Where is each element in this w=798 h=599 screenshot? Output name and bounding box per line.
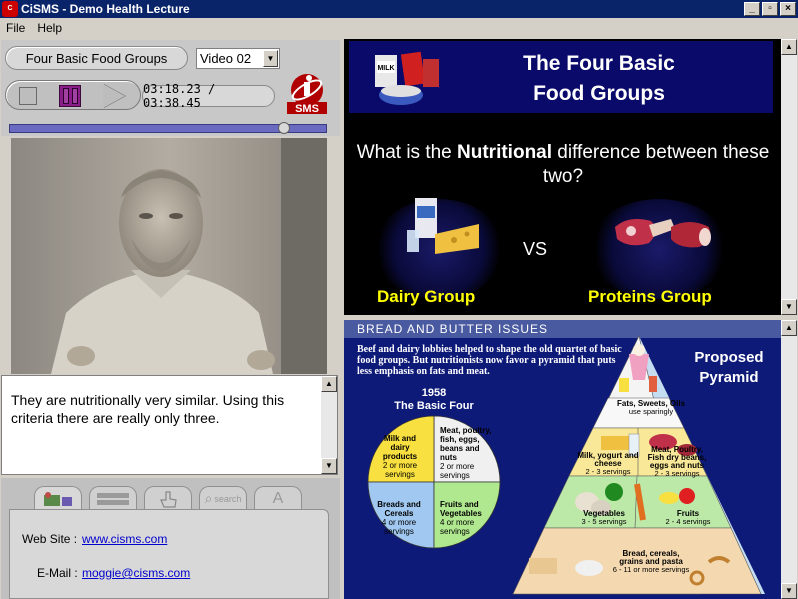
pie-slice-breads [367,481,435,549]
article-scrollbar[interactable]: ▲ ▼ [781,320,797,599]
basic-four-title: 1958 The Basic Four [394,387,474,412]
notes-list-icon [97,492,129,505]
grocery-bag-icon: MILK [375,51,439,105]
lecturer-video-frame [11,138,327,374]
transport-controls [5,80,141,110]
chevron-down-icon[interactable]: ▼ [263,50,278,67]
pyramid-label-vegetables: Vegetables 3 - 5 servings [581,509,627,526]
left-pane: Four Basic Food Groups Video 02 ▼ 03:18.… [0,38,342,599]
website-label: Web Site : [22,532,78,546]
scroll-up-button[interactable]: ▲ [321,376,337,392]
menu-bar: File Help [0,19,798,37]
menu-file[interactable]: File [6,21,26,35]
email-label: E-Mail : [37,566,78,580]
logo-text: SMS [295,103,319,115]
pause-button[interactable] [56,84,84,108]
pie-label-fruits: Fruits and Vegetables 4 or more servings [440,500,482,536]
vs-label: VS [523,239,548,259]
protein-glow [589,199,729,299]
dairy-food-icon [407,198,479,254]
pie-label-meat: Meat, poultry, fish, eggs, beans and nut… [440,426,492,480]
lecture-title: Four Basic Food Groups [5,46,188,70]
contact-card-icon [44,491,72,506]
article-intro: Beef and dairy lobbies helped to shape t… [357,344,622,377]
lecture-slide: MILK The Four Basic Food Groups What is … [344,39,782,315]
scroll-down-button[interactable]: ▼ [321,458,337,474]
pie-label-milk: Milk and dairy products 2 or more serving… [382,434,418,479]
caption-text: They are nutritionally very similar. Usi… [11,392,285,426]
pie-slice-milk [367,415,435,483]
caption-scrollbar[interactable]: ▲ ▼ [321,376,337,474]
slide-title: The Four Basic Food Groups [523,52,675,105]
right-pane: MILK The Four Basic Food Groups What is … [343,38,798,599]
tab-notes[interactable] [89,486,137,510]
slide-question: What is the Nutritional difference betwe… [356,142,770,187]
dairy-group-label: Dairy Group [377,287,476,306]
food-pyramid [512,335,765,595]
article-heading: BREAD AND BUTTER ISSUES [344,320,782,338]
time-display: 03:18.23 / 03:38.45 [142,82,275,110]
seek-slider-thumb[interactable] [278,122,290,134]
stop-icon [19,87,37,105]
pointer-hand-icon [160,490,177,508]
window-title: CiSMS - Demo Health Lecture [21,2,190,16]
title-bar: C CiSMS - Demo Health Lecture _ ▫ × [0,0,798,18]
info-tabs: ⌕ search A Web Site : www.cisms.com E-Mai… [1,478,340,599]
stop-button[interactable] [14,84,42,108]
minimize-button[interactable]: _ [744,2,760,16]
svg-text:MILK: MILK [377,65,394,72]
pyramid-label-grains: Bread, cereals, grains and pasta 6 - 11 o… [612,549,690,574]
protein-food-icon [615,219,711,248]
seek-slider[interactable] [9,122,327,134]
website-link[interactable]: www.cisms.com [82,532,168,546]
slide-scrollbar[interactable]: ▲ ▼ [781,39,797,315]
maximize-button[interactable]: ▫ [762,2,778,16]
close-button[interactable]: × [780,2,796,16]
slide-scroll-down-button[interactable]: ▼ [781,299,797,315]
pie-label-breads: Breads and Cereals 4 or more servings [377,500,421,536]
video-select[interactable]: Video 02 ▼ [196,48,280,69]
contact-panel: Web Site : www.cisms.com E-Mail : moggie… [9,509,329,599]
pyramid-title: Proposed Pyramid [694,349,764,386]
video-select-value: Video 02 [200,51,252,66]
caption-panel: They are nutritionally very similar. Usi… [1,375,338,475]
play-button[interactable] [100,84,128,108]
cisms-logo: SMS [287,74,327,115]
article-scroll-up-button[interactable]: ▲ [781,320,797,336]
pyramid-label-fats: Fats, Sweets, Oils use sparingly [616,399,686,416]
pie-slice-fruits [433,481,501,549]
pie-slice-meat [433,415,501,483]
basic-four-pie [367,415,501,549]
pyramid-label-milk: Milk, yogurt and cheese 2 - 3 servings [577,451,639,476]
slide-scroll-up-button[interactable]: ▲ [781,39,797,55]
tab-pointer[interactable] [144,486,192,510]
tab-font[interactable]: A [254,486,302,510]
tab-search[interactable]: ⌕ search [199,486,247,510]
article-image: BREAD AND BUTTER ISSUES Beef and dairy l… [344,320,782,599]
menu-help[interactable]: Help [37,21,63,35]
player-controls: Four Basic Food Groups Video 02 ▼ 03:18.… [1,40,340,136]
video-player[interactable] [11,138,327,374]
article-scroll-down-button[interactable]: ▼ [781,583,797,599]
proteins-group-label: Proteins Group [588,287,712,306]
pyramid-label-meat: Meat, Poultry, Fish dry beans, eggs and … [647,445,707,478]
email-link[interactable]: moggie@cisms.com [82,566,191,580]
pause-icon [59,85,81,107]
font-icon: A [272,489,284,507]
search-icon: ⌕ search [204,490,242,506]
play-icon [103,84,125,108]
app-logo-icon: C [2,1,18,17]
tab-contact[interactable] [34,486,82,510]
pyramid-tier-grains [512,527,762,595]
slide-header: MILK The Four Basic Food Groups [349,41,773,113]
pyramid-label-fruits: Fruits 2 - 4 servings [665,509,711,526]
